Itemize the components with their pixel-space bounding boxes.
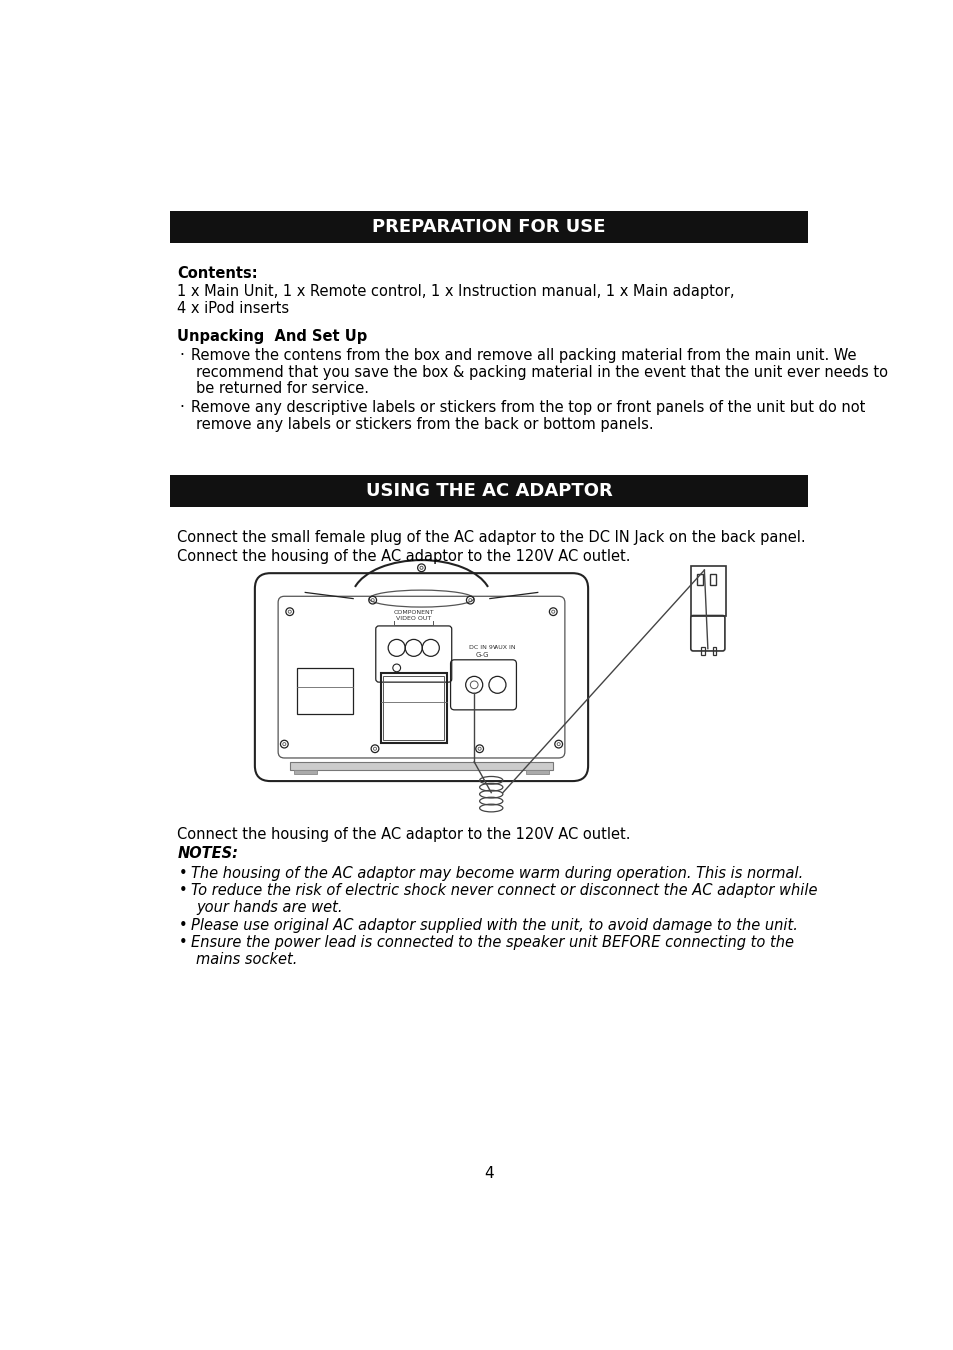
Text: Unpacking  And Set Up: Unpacking And Set Up bbox=[177, 329, 367, 344]
Text: PREPARATION FOR USE: PREPARATION FOR USE bbox=[372, 217, 605, 236]
Bar bbox=[700, 647, 704, 655]
Text: Contents:: Contents: bbox=[177, 266, 257, 281]
Text: remove any labels or stickers from the back or bottom panels.: remove any labels or stickers from the b… bbox=[195, 417, 653, 432]
Text: 1 x Main Unit, 1 x Remote control, 1 x Instruction manual, 1 x Main adaptor,: 1 x Main Unit, 1 x Remote control, 1 x I… bbox=[177, 285, 734, 300]
Text: •: • bbox=[179, 865, 188, 880]
Text: ·: · bbox=[179, 347, 184, 363]
Text: NOTES:: NOTES: bbox=[177, 845, 238, 861]
Bar bbox=[297, 668, 353, 714]
Bar bbox=[290, 761, 553, 770]
Text: Connect the housing of the AC adaptor to the 120V AC outlet.: Connect the housing of the AC adaptor to… bbox=[177, 548, 630, 563]
Bar bbox=[709, 574, 716, 585]
Bar bbox=[170, 211, 807, 243]
Text: Ensure the power lead is connected to the speaker unit BEFORE connecting to the: Ensure the power lead is connected to th… bbox=[192, 936, 794, 950]
Bar bbox=[294, 769, 316, 774]
Bar bbox=[697, 574, 702, 585]
Bar bbox=[525, 769, 549, 774]
Text: 4 x iPod inserts: 4 x iPod inserts bbox=[177, 301, 289, 316]
Text: recommend that you save the box & packing material in the event that the unit ev: recommend that you save the box & packin… bbox=[195, 364, 887, 379]
Text: USING THE AC ADAPTOR: USING THE AC ADAPTOR bbox=[365, 482, 612, 500]
Text: Connect the small female plug of the AC adaptor to the DC IN Jack on the back pa: Connect the small female plug of the AC … bbox=[177, 531, 805, 545]
Text: •: • bbox=[179, 883, 188, 898]
Text: To reduce the risk of electric shock never connect or disconnect the AC adaptor : To reduce the risk of electric shock nev… bbox=[192, 883, 817, 898]
Text: •: • bbox=[179, 918, 188, 933]
Bar bbox=[170, 475, 807, 508]
Text: Remove any descriptive labels or stickers from the top or front panels of the un: Remove any descriptive labels or sticker… bbox=[192, 400, 864, 414]
Text: AUX IN: AUX IN bbox=[494, 645, 516, 651]
Text: Please use original AC adaptor supplied with the unit, to avoid damage to the un: Please use original AC adaptor supplied … bbox=[192, 918, 798, 933]
Bar bbox=[380, 674, 446, 742]
Text: G-G: G-G bbox=[475, 652, 488, 657]
Text: mains socket.: mains socket. bbox=[195, 952, 297, 967]
Text: ·: · bbox=[179, 400, 184, 414]
Text: The housing of the AC adaptor may become warm during operation. This is normal.: The housing of the AC adaptor may become… bbox=[192, 865, 802, 880]
Text: •: • bbox=[179, 936, 188, 950]
Text: 4: 4 bbox=[483, 1166, 494, 1181]
Bar bbox=[383, 675, 444, 740]
Text: COMPONENT
VIDEO OUT: COMPONENT VIDEO OUT bbox=[393, 610, 434, 621]
Bar bbox=[712, 647, 716, 655]
Text: DC IN 9V: DC IN 9V bbox=[469, 645, 497, 651]
Text: be returned for service.: be returned for service. bbox=[195, 382, 369, 397]
Text: Connect the housing of the AC adaptor to the 120V AC outlet.: Connect the housing of the AC adaptor to… bbox=[177, 828, 630, 842]
Text: your hands are wet.: your hands are wet. bbox=[195, 899, 342, 915]
Text: Remove the contens from the box and remove all packing material from the main un: Remove the contens from the box and remo… bbox=[192, 347, 856, 363]
